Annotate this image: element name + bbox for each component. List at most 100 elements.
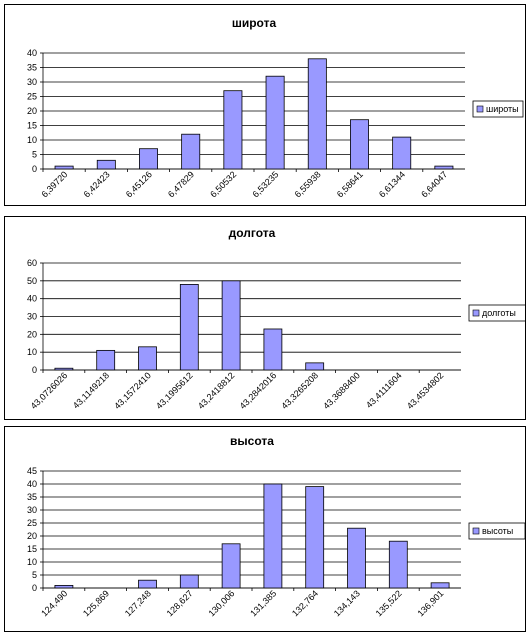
bar — [96, 159, 116, 170]
y-tick-label: 20 — [27, 329, 37, 339]
legend-box — [472, 100, 524, 118]
y-tick-label: 35 — [27, 492, 37, 502]
bar — [179, 574, 199, 589]
y-tick-label: 30 — [27, 77, 37, 87]
y-tick-label: 10 — [27, 557, 37, 567]
x-tick-label: 43,4111604 — [364, 370, 404, 410]
y-tick-label: 0 — [32, 365, 37, 375]
chart-title: широта — [232, 16, 277, 30]
x-tick-label: 6,47829 — [166, 169, 196, 199]
y-tick-label: 35 — [27, 63, 37, 73]
legend: высоты — [468, 522, 525, 540]
x-tick-label: 124,490 — [39, 588, 69, 618]
bar — [221, 543, 241, 589]
bar — [138, 579, 157, 589]
legend: широты — [472, 100, 524, 118]
bar — [96, 349, 116, 371]
bar — [221, 280, 241, 371]
chart-title: высота — [230, 434, 274, 448]
bar — [434, 165, 454, 170]
y-tick-label: 50 — [27, 276, 37, 286]
chart-altitude: высота 0 5 10 15 20 25 30 35 40 45 124,490 125,869 12… — [27, 434, 525, 618]
x-tick-label: 43,0726026 — [29, 370, 70, 411]
bar — [430, 582, 450, 589]
y-tick-label: 25 — [27, 518, 37, 528]
chart-title: долгота — [229, 226, 276, 240]
y-tick-label: 40 — [27, 294, 37, 304]
x-tick-label: 6,45126 — [124, 169, 154, 199]
y-tick-label: 20 — [27, 106, 37, 116]
bar — [54, 165, 74, 170]
legend-label: широты — [486, 104, 519, 114]
y-tick-label: 10 — [27, 347, 37, 357]
bar — [181, 133, 201, 170]
x-tick-label: 6,53235 — [250, 169, 280, 199]
bar — [139, 148, 158, 170]
legend: долготы — [468, 304, 525, 322]
y-tick-label: 40 — [27, 48, 37, 58]
x-tick-label: 128,627 — [165, 588, 195, 618]
chart-panel-latitude: широта 0 5 10 15 20 25 30 35 40 6,39720 6,42423 6,45… — [4, 4, 526, 206]
x-tick-label: 6,58641 — [335, 169, 365, 199]
y-tick-label: 40 — [27, 479, 37, 489]
bar — [392, 136, 412, 170]
bar — [265, 75, 285, 170]
x-tick-label: 125,869 — [81, 588, 111, 618]
x-tick-label: 6,55938 — [293, 169, 323, 199]
x-tick-label: 127,248 — [123, 588, 153, 618]
x-tick-label: 43,1149218 — [71, 370, 111, 410]
bar — [54, 584, 74, 589]
x-tick-label: 43,2418812 — [196, 370, 237, 411]
y-tick-label: 5 — [32, 570, 37, 580]
x-tick-label: 43,1995612 — [154, 370, 195, 411]
legend-label: долготы — [482, 308, 516, 318]
y-tick-label: 10 — [27, 135, 37, 145]
legend-swatch — [476, 105, 484, 113]
x-tick-label: 43,3265208 — [279, 370, 320, 411]
x-tick-label: 6,64047 — [419, 169, 449, 199]
bar — [263, 483, 283, 589]
legend-box — [468, 522, 525, 540]
x-tick-label: 6,39720 — [39, 169, 69, 199]
y-tick-label: 5 — [32, 150, 37, 160]
y-tick-label: 0 — [32, 164, 37, 174]
bar — [54, 367, 74, 371]
x-tick-label: 130,006 — [206, 588, 236, 618]
bar — [179, 284, 199, 371]
bar — [263, 328, 283, 371]
legend-box — [468, 304, 525, 322]
bar — [347, 527, 366, 589]
y-tick-label: 30 — [27, 312, 37, 322]
y-tick-label: 30 — [27, 505, 37, 515]
bar — [307, 58, 327, 170]
x-tick-label: 135,522 — [374, 588, 404, 618]
x-tick-label: 6,50532 — [208, 169, 238, 199]
bar — [138, 346, 157, 371]
legend-swatch — [472, 309, 480, 317]
chart-panel-longitude: долгота 0 10 20 30 40 50 60 43,0726026 43,1149218… — [4, 216, 526, 420]
y-tick-label: 15 — [27, 121, 37, 131]
y-tick-label: 25 — [27, 92, 37, 102]
x-tick-label: 132,764 — [290, 588, 320, 618]
x-tick-label: 131,385 — [248, 588, 278, 618]
bar — [350, 119, 369, 170]
x-tick-label: 6,42423 — [82, 169, 112, 199]
y-tick-label: 45 — [27, 466, 37, 476]
bar — [388, 540, 408, 589]
y-tick-label: 20 — [27, 531, 37, 541]
legend-label: высоты — [482, 526, 513, 536]
x-tick-label: 6,61344 — [377, 169, 407, 199]
y-tick-label: 60 — [27, 258, 37, 268]
chart-longitude: долгота 0 10 20 30 40 50 60 43,0726026 43,1149218… — [27, 226, 525, 411]
bar — [223, 90, 243, 170]
x-tick-label: 43,2842016 — [238, 370, 279, 411]
chart-latitude: широта 0 5 10 15 20 25 30 35 40 6,39720 6,42423 6,45… — [27, 16, 524, 199]
x-tick-label: 134,143 — [332, 588, 362, 618]
y-tick-label: 15 — [27, 544, 37, 554]
legend-swatch — [472, 527, 480, 535]
y-tick-label: 0 — [32, 583, 37, 593]
x-tick-label: 43,1572410 — [112, 370, 153, 411]
x-tick-label: 43,3688400 — [321, 370, 362, 411]
chart-panel-altitude: высота 0 5 10 15 20 25 30 35 40 45 124,490 125,869 12… — [4, 426, 526, 632]
bar — [305, 362, 325, 371]
